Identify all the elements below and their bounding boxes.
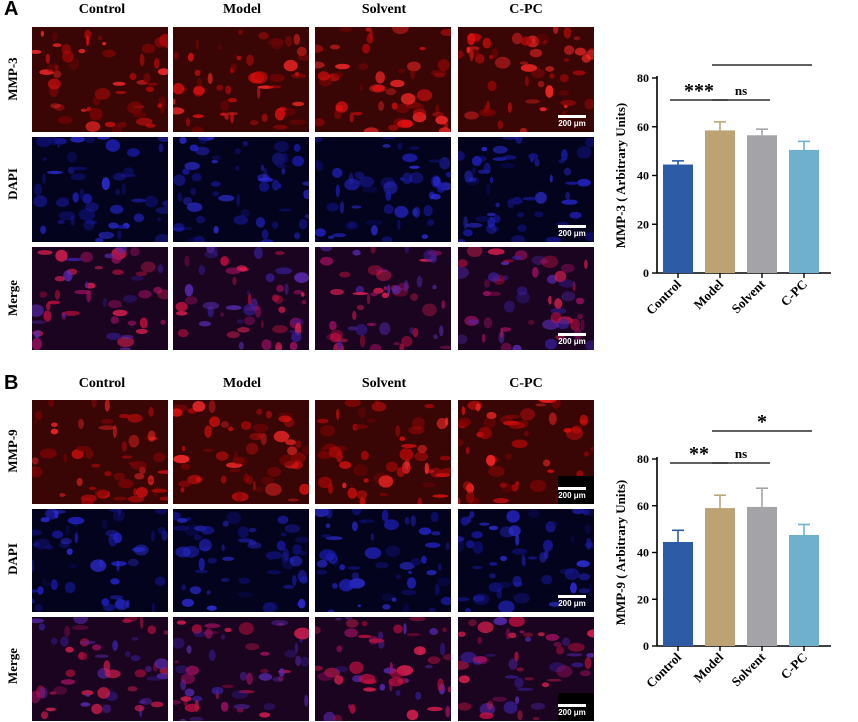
micrograph-merge-2 [315, 247, 451, 350]
scale-bar-label: 200 μm [558, 119, 586, 128]
bar-c-pc [789, 534, 819, 646]
bar-chart-mmp9: 0 20 40 60 80 MMP-9 ( Arbitrary Units) Control… [613, 411, 831, 691]
micrograph-blue-1 [173, 509, 309, 612]
micrograph-red-2 [315, 27, 451, 132]
significance-label: ns [735, 83, 747, 98]
bar-solvent [747, 135, 777, 273]
significance-label: *** [684, 80, 714, 102]
significance-label: * [757, 411, 767, 433]
x-tick-label: Model [690, 649, 726, 685]
scale-bar: 200 μm [558, 704, 586, 717]
micrograph-blue-0 [32, 137, 168, 242]
y-tick-label: 60 [637, 120, 649, 134]
column-header-control: Control [78, 2, 126, 17]
row-label-merge-b: Merge [5, 647, 20, 685]
panel-letter-b: B [4, 372, 19, 394]
x-tick-label: Control [643, 276, 684, 317]
scale-bar-label: 200 μm [558, 491, 586, 500]
micrograph-blue-1 [173, 137, 309, 242]
row-label-merge: Merge [5, 279, 20, 317]
micrograph-blue-3: 200 μm [458, 137, 594, 242]
scale-bar-label: 200 μm [558, 229, 586, 238]
y-tick-label: 40 [637, 169, 649, 183]
significance-label: ns [735, 446, 747, 461]
y-tick-label: 60 [637, 499, 649, 513]
significance-label: ** [752, 60, 772, 67]
micrograph-merge-1 [173, 247, 309, 350]
scale-bar: 200 μm [558, 225, 586, 238]
column-header-cpc: C-PC [509, 2, 543, 17]
scale-bar: 200 μm [558, 115, 586, 128]
micrograph-blue-2 [315, 137, 451, 242]
micrograph-red-1 [173, 400, 309, 504]
y-tick-label: 80 [637, 452, 649, 466]
y-axis-label: MMP-9 ( Arbitrary Units) [613, 480, 628, 626]
scale-bar-label: 200 μm [558, 337, 586, 346]
bar-model [705, 508, 735, 646]
column-header-solvent-b: Solvent [361, 376, 407, 391]
y-tick-label: 0 [643, 639, 649, 653]
micrograph-red-1 [173, 27, 309, 132]
scale-bar-background [558, 476, 594, 504]
row-label-mmp3: MMP-3 [5, 57, 20, 101]
row-label-dapi: DAPI [5, 168, 20, 200]
column-header-cpc-b: C-PC [509, 376, 543, 391]
x-tick-label: Solvent [728, 649, 768, 689]
column-header-model-b: Model [222, 376, 262, 391]
scale-bar-label: 200 μm [558, 708, 586, 717]
x-tick-label: C-PC [778, 277, 811, 310]
row-label-mmp9: MMP-9 [5, 429, 20, 473]
bar-control [663, 164, 693, 273]
bar-c-pc [789, 149, 819, 273]
y-tick-label: 40 [637, 546, 649, 560]
bar-solvent [747, 506, 777, 646]
x-tick-label: C-PC [778, 650, 811, 683]
bar-model [705, 130, 735, 273]
micrograph-merge-3: 200 μm [458, 617, 594, 721]
bar-control [663, 541, 693, 646]
micrograph-blue-2 [315, 509, 451, 612]
micrograph-merge-1 [173, 617, 309, 721]
micrograph-red-0 [32, 400, 168, 504]
micrograph-merge-0 [32, 617, 168, 721]
significance-label: ** [689, 443, 709, 465]
scale-bar: 200 μm [558, 333, 586, 346]
micrograph-red-0 [32, 27, 168, 132]
micrograph-blue-0 [32, 509, 168, 612]
x-tick-label: Model [690, 276, 726, 312]
y-tick-label: 0 [643, 266, 649, 280]
panel-letter-a: A [4, 0, 19, 20]
column-header-model: Model [222, 2, 262, 17]
x-tick-label: Solvent [728, 276, 768, 316]
micrograph-red-3: 200 μm [458, 27, 594, 132]
scale-bar-background [558, 693, 594, 721]
y-tick-label: 20 [637, 592, 649, 606]
micrograph-red-2 [315, 400, 451, 504]
row-label-dapi-b: DAPI [5, 543, 20, 575]
x-tick-label: Control [643, 649, 684, 690]
micrograph-merge-0 [32, 247, 168, 350]
micrograph-merge-2 [315, 617, 451, 721]
scale-bar: 200 μm [558, 595, 586, 608]
micrograph-merge-3: 200 μm [458, 247, 594, 350]
y-axis-label: MMP-3 ( Arbitrary Units) [613, 103, 628, 249]
column-header-control-b: Control [78, 376, 126, 391]
scale-bar: 200 μm [558, 487, 586, 500]
column-header-solvent: Solvent [361, 2, 407, 17]
y-tick-label: 80 [637, 71, 649, 85]
bar-chart-mmp3: 0 20 40 60 80 MMP-3 ( Arbitrary Units) Control… [613, 60, 831, 318]
y-tick-label: 20 [637, 217, 649, 231]
micrograph-red-3: 200 μm [458, 400, 594, 504]
scale-bar-label: 200 μm [558, 599, 586, 608]
micrograph-blue-3: 200 μm [458, 509, 594, 612]
